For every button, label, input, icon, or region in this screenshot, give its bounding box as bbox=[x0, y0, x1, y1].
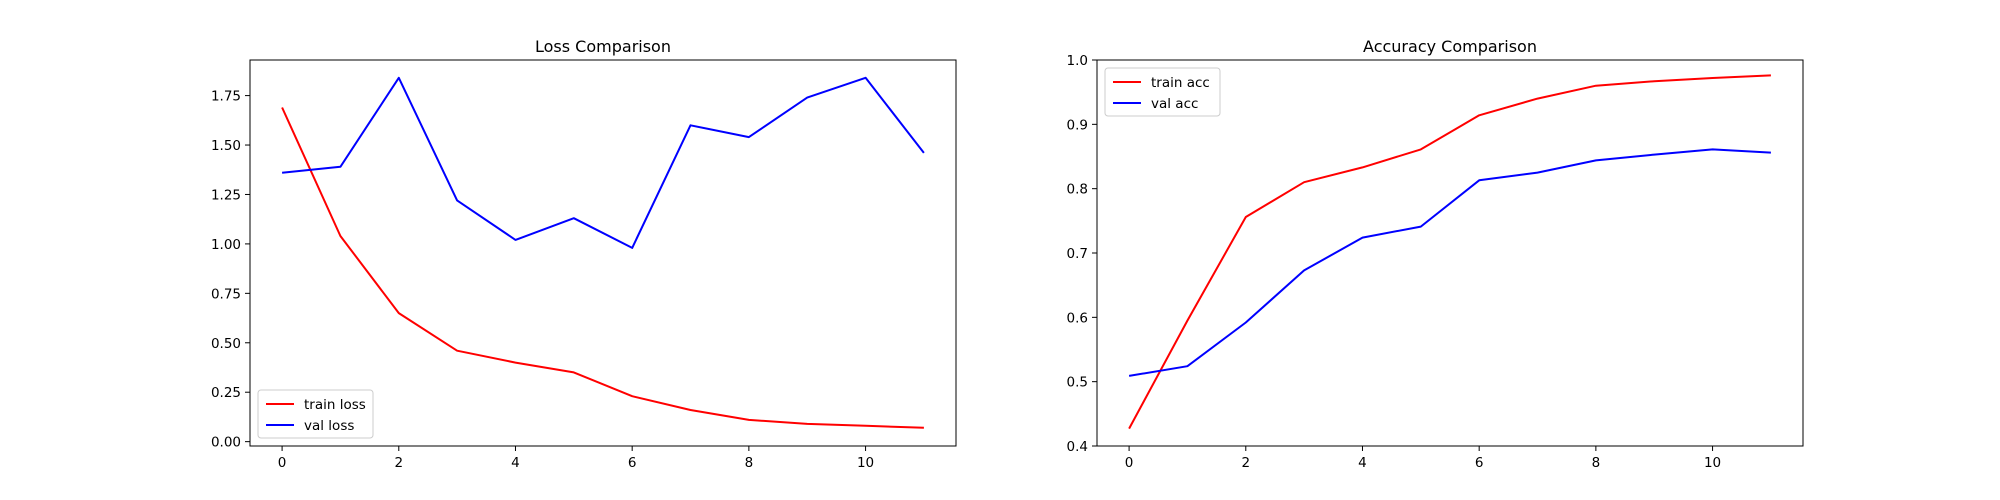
y-tick-label: 1.50 bbox=[211, 138, 241, 154]
y-tick-label: 0.50 bbox=[211, 336, 241, 352]
legend: train acc val acc bbox=[1104, 67, 1221, 117]
y-tick-label: 1.00 bbox=[211, 237, 241, 253]
y-tick-label: 0.5 bbox=[1067, 375, 1088, 391]
x-tick-label: 8 bbox=[1592, 455, 1601, 471]
val-acc-line bbox=[1128, 148, 1771, 377]
y-tick-label: 0.6 bbox=[1067, 310, 1088, 326]
axes-frame bbox=[249, 59, 957, 447]
legend-label-val-acc: val acc bbox=[1151, 96, 1198, 112]
train-loss-line bbox=[281, 107, 924, 429]
x-tick-label: 0 bbox=[1125, 455, 1134, 471]
y-tick-label: 0.4 bbox=[1067, 439, 1088, 455]
legend-label-train-acc: train acc bbox=[1151, 75, 1210, 91]
x-tick-label: 10 bbox=[1704, 455, 1721, 471]
x-tick-label: 2 bbox=[1241, 455, 1250, 471]
y-tick-label: 1.0 bbox=[1067, 53, 1088, 69]
x-tick-label: 8 bbox=[745, 455, 754, 471]
x-tick-label: 10 bbox=[857, 455, 874, 471]
axes-frame bbox=[1096, 59, 1804, 447]
train-acc-line bbox=[1128, 74, 1771, 430]
x-tick-label: 6 bbox=[628, 455, 637, 471]
y-tick-label: 0.9 bbox=[1067, 117, 1088, 133]
legend: train loss val loss bbox=[257, 389, 374, 439]
y-tick-label: 0.25 bbox=[211, 385, 241, 401]
y-tick-label: 0.00 bbox=[211, 435, 241, 451]
legend-label-val-loss: val loss bbox=[304, 418, 354, 434]
val-loss-line bbox=[281, 76, 925, 249]
y-tick-label: 0.8 bbox=[1067, 182, 1088, 198]
x-tick-label: 6 bbox=[1475, 455, 1484, 471]
y-tick-label: 1.75 bbox=[211, 89, 241, 105]
accuracy-comparison-chart: Accuracy Comparison 0 2 4 6 8 10 0.4 0.5 0.6 0.7 0… bbox=[1067, 37, 1804, 471]
x-tick-label: 4 bbox=[1358, 455, 1367, 471]
y-tick-label: 0.75 bbox=[211, 286, 241, 302]
y-tick-label: 1.25 bbox=[211, 187, 241, 203]
chart-title: Accuracy Comparison bbox=[1363, 37, 1537, 56]
legend-label-train-loss: train loss bbox=[304, 397, 366, 413]
x-tick-label: 4 bbox=[511, 455, 520, 471]
x-tick-label: 0 bbox=[278, 455, 287, 471]
loss-comparison-chart: Loss Comparison 0 2 4 6 8 10 0.00 0.25 0.50 0.75 1… bbox=[211, 37, 957, 471]
x-tick-label: 2 bbox=[394, 455, 403, 471]
y-tick-label: 0.7 bbox=[1067, 246, 1088, 262]
chart-title: Loss Comparison bbox=[535, 37, 671, 56]
